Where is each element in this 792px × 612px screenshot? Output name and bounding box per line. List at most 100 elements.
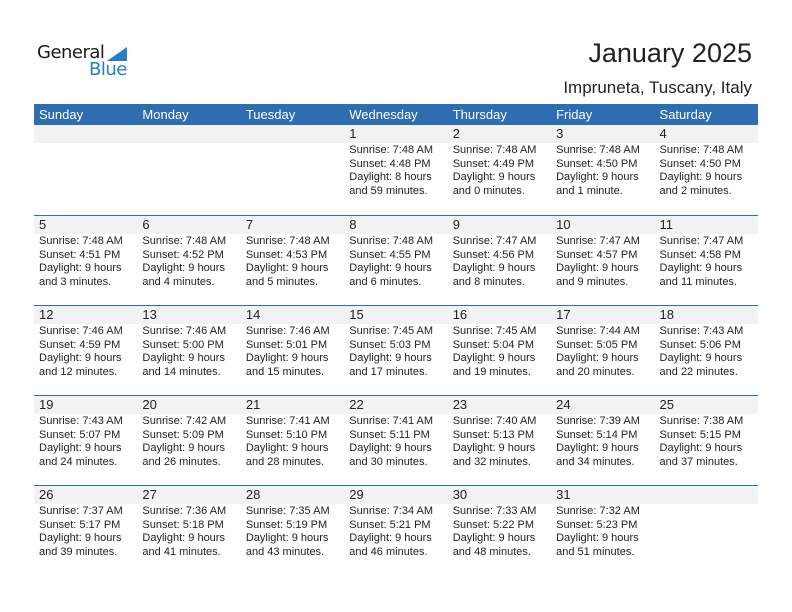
sunset-text: Sunset: 5:06 PM [659,338,741,351]
sunrise-text: Sunrise: 7:35 AM [245,505,330,517]
day-cell: 12 Sunrise: 7:46 AM Sunset: 4:59 PM Dayligh… [34,306,137,395]
calendar-week: 1 Sunrise: 7:48 AM Sunset: 4:48 PM Daylight… [34,125,758,215]
sunrise-text: Sunrise: 7:48 AM [556,144,640,156]
day-cell: 29 Sunrise: 7:34 AM Sunset: 5:21 PM Dayligh… [344,486,447,575]
daylight-minutes-text: and 43 minutes. [245,545,325,558]
day-number: 2 [452,126,460,141]
day-number: 22 [349,397,364,412]
daylight-text: Daylight: 9 hours [39,352,122,364]
daylight-text: Daylight: 9 hours [39,262,122,274]
day-cell: 27 Sunrise: 7:36 AM Sunset: 5:18 PM Dayligh… [137,486,240,575]
day-info: Sunrise: 7:35 AM Sunset: 5:19 PM Daylight:… [246,505,344,559]
day-cell: 16 Sunrise: 7:45 AM Sunset: 5:04 PM Dayligh… [448,306,551,395]
daylight-minutes-text: and 1 minute. [556,184,623,197]
daylight-minutes-text: and 28 minutes. [245,455,325,468]
day-number: 6 [142,217,150,232]
day-info: Sunrise: 7:34 AM Sunset: 5:21 PM Daylight:… [349,505,447,559]
day-info: Sunrise: 7:38 AM Sunset: 5:15 PM Daylight:… [660,415,758,469]
daylight-text: Daylight: 9 hours [349,532,432,544]
day-cell: 2 Sunrise: 7:48 AM Sunset: 4:49 PM Daylight… [448,125,551,215]
day-info: Sunrise: 7:47 AM Sunset: 4:56 PM Daylight:… [453,235,551,289]
sunrise-text: Sunrise: 7:47 AM [556,235,640,247]
sunset-text: Sunset: 5:11 PM [349,428,430,441]
sunrise-text: Sunrise: 7:43 AM [39,415,123,427]
daylight-text: Daylight: 9 hours [142,352,225,364]
calendar-grid: 1 Sunrise: 7:48 AM Sunset: 4:48 PM Daylight… [34,125,758,575]
sunrise-text: Sunrise: 7:38 AM [659,415,744,427]
day-number: 12 [39,307,54,322]
daylight-text: Daylight: 9 hours [142,532,225,544]
sunrise-text: Sunrise: 7:39 AM [556,415,640,427]
sunset-text: Sunset: 5:03 PM [349,338,431,351]
daylight-text: Daylight: 9 hours [659,262,743,274]
daylight-minutes-text: and 0 minutes. [452,184,525,197]
sunset-text: Sunset: 5:18 PM [142,518,224,531]
sunset-text: Sunset: 4:48 PM [349,157,431,170]
page-title: January 2025 [588,38,752,68]
daylight-minutes-text: and 59 minutes. [349,184,428,197]
empty-cell [34,125,137,215]
empty-cell [655,486,758,575]
sunrise-text: Sunrise: 7:45 AM [452,325,537,337]
daylight-minutes-text: and 19 minutes. [452,365,531,378]
sunset-text: Sunset: 4:51 PM [39,248,121,261]
daylight-text: Daylight: 9 hours [556,262,639,274]
day-info: Sunrise: 7:45 AM Sunset: 5:04 PM Daylight:… [453,325,551,379]
sunset-text: Sunset: 5:19 PM [245,518,328,531]
weekday-tuesday: Tuesday [245,107,296,122]
sunset-text: Sunset: 4:49 PM [452,157,535,170]
day-cell: 14 Sunrise: 7:46 AM Sunset: 5:01 PM Dayligh… [241,306,344,395]
day-number: 26 [39,487,54,502]
day-cell: 19 Sunrise: 7:43 AM Sunset: 5:07 PM Dayligh… [34,396,137,485]
day-info: Sunrise: 7:45 AM Sunset: 5:03 PM Daylight:… [349,325,447,379]
sunrise-text: Sunrise: 7:41 AM [349,415,434,427]
day-cell: 11 Sunrise: 7:47 AM Sunset: 4:58 PM Dayligh… [655,216,758,305]
day-number: 7 [245,217,254,232]
sunset-text: Sunset: 4:50 PM [556,157,638,170]
day-info: Sunrise: 7:43 AM Sunset: 5:07 PM Daylight:… [39,415,137,469]
day-number: 13 [142,307,157,322]
daylight-minutes-text: and 26 minutes. [142,455,221,468]
sunrise-text: Sunrise: 7:48 AM [245,235,330,247]
week-date-band [34,216,758,234]
day-info: Sunrise: 7:42 AM Sunset: 5:09 PM Daylight:… [142,415,240,469]
logo-text-blue: Blue [89,59,127,80]
sunrise-text: Sunrise: 7:37 AM [39,505,123,517]
daylight-minutes-text: and 9 minutes. [556,275,629,288]
day-info: Sunrise: 7:33 AM Sunset: 5:22 PM Daylight:… [453,505,551,559]
sunset-text: Sunset: 5:07 PM [39,428,121,441]
day-cell: 28 Sunrise: 7:35 AM Sunset: 5:19 PM Dayligh… [241,486,344,575]
sunset-text: Sunset: 5:23 PM [556,518,638,531]
daylight-minutes-text: and 20 minutes. [556,365,635,378]
sunrise-text: Sunrise: 7:48 AM [349,235,434,247]
day-cell: 25 Sunrise: 7:38 AM Sunset: 5:15 PM Dayligh… [655,396,758,485]
day-info: Sunrise: 7:32 AM Sunset: 5:23 PM Daylight:… [556,505,654,559]
sunrise-text: Sunrise: 7:33 AM [452,505,537,517]
calendar-week: 19 Sunrise: 7:43 AM Sunset: 5:07 PM Dayligh… [34,395,758,485]
day-info: Sunrise: 7:46 AM Sunset: 4:59 PM Daylight:… [39,325,137,379]
daylight-text: Daylight: 9 hours [245,262,329,274]
daylight-text: Daylight: 9 hours [452,442,536,454]
daylight-minutes-text: and 17 minutes. [349,365,428,378]
logo-text-general: General [37,42,105,63]
weekday-saturday: Saturday [659,107,712,122]
daylight-minutes-text: and 2 minutes. [659,184,732,197]
sunrise-text: Sunrise: 7:48 AM [349,144,434,156]
sunset-text: Sunset: 5:05 PM [556,338,638,351]
day-info: Sunrise: 7:48 AM Sunset: 4:50 PM Daylight:… [660,144,758,198]
daylight-minutes-text: and 5 minutes. [245,275,318,288]
day-cell: 10 Sunrise: 7:47 AM Sunset: 4:57 PM Dayligh… [551,216,654,305]
day-number: 16 [452,307,468,322]
daylight-minutes-text: and 4 minutes. [142,275,215,288]
day-cell: 1 Sunrise: 7:48 AM Sunset: 4:48 PM Daylight… [344,125,447,215]
sunrise-text: Sunrise: 7:43 AM [659,325,744,337]
daylight-text: Daylight: 9 hours [452,171,536,183]
week-date-band [34,486,758,504]
empty-cell [137,125,240,215]
day-info: Sunrise: 7:48 AM Sunset: 4:55 PM Daylight:… [349,235,447,289]
daylight-minutes-text: and 14 minutes. [142,365,221,378]
weekday-thursday: Thursday [452,107,507,122]
daylight-minutes-text: and 22 minutes. [659,365,738,378]
day-cell: 18 Sunrise: 7:43 AM Sunset: 5:06 PM Dayligh… [655,306,758,395]
daylight-text: Daylight: 9 hours [39,442,122,454]
